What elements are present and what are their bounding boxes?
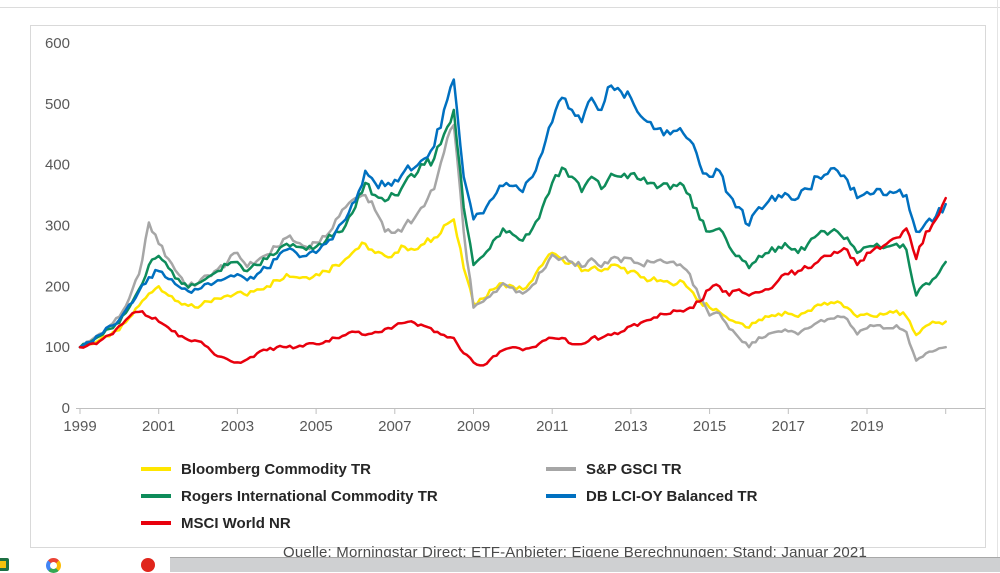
series-line-3 [78, 78, 947, 349]
legend-swatch [141, 521, 171, 525]
x-axis-label: 2007 [378, 418, 411, 435]
taskbar-icon-area [0, 556, 170, 573]
red-app-icon[interactable] [141, 558, 155, 572]
legend-swatch [141, 467, 171, 471]
legend-swatch [546, 494, 576, 498]
series-line-4 [78, 196, 947, 367]
series-line-2 [78, 108, 947, 349]
x-axis-label: 2013 [614, 418, 647, 435]
x-axis-label: 2017 [772, 418, 805, 435]
y-axis-label: 0 [62, 400, 70, 417]
series-line-0 [78, 218, 947, 349]
x-axis-label: 2019 [850, 418, 883, 435]
x-axis-label: 2001 [142, 418, 175, 435]
legend-item: Bloomberg Commodity TR [141, 459, 546, 479]
series-line-1 [78, 123, 947, 362]
y-axis-label: 100 [45, 339, 70, 356]
window-right-edge [997, 0, 998, 572]
chart-container [30, 25, 986, 548]
excel-icon[interactable] [0, 558, 9, 571]
legend-swatch [141, 494, 171, 498]
legend-label: Bloomberg Commodity TR [181, 460, 371, 478]
y-axis-label: 200 [45, 278, 70, 295]
chart-legend: Bloomberg Commodity TR S&P GSCI TR Rogers … [141, 459, 757, 533]
y-axis-label: 500 [45, 96, 70, 113]
legend-label: DB LCI-OY Balanced TR [586, 487, 758, 505]
top-divider [0, 7, 1000, 8]
google-icon[interactable] [46, 558, 61, 573]
x-axis-label: 2011 [536, 418, 568, 435]
x-axis-label: 1999 [63, 418, 96, 435]
x-axis-label: 2009 [457, 418, 490, 435]
taskbar-strip[interactable] [170, 557, 1000, 572]
x-axis-label: 2005 [299, 418, 332, 435]
legend-item: MSCI World NR [141, 513, 546, 533]
legend-swatch [546, 467, 576, 471]
legend-item: S&P GSCI TR [546, 459, 757, 479]
source-note: Quelle: Morningstar Direct; ETF-Anbieter… [283, 544, 868, 561]
legend-label: S&P GSCI TR [586, 460, 682, 478]
legend-label: MSCI World NR [181, 514, 291, 532]
legend-label: Rogers International Commodity TR [181, 487, 438, 505]
x-axis-label: 2003 [221, 418, 254, 435]
chart-svg: 1999 2001 2003 2005 2007 2009 2011 2013 2015 2017… [45, 35, 985, 435]
legend-item: DB LCI-OY Balanced TR [546, 486, 757, 506]
y-axis-label: 400 [45, 157, 70, 174]
y-axis-label: 600 [45, 35, 70, 52]
y-axis-label: 300 [45, 218, 70, 235]
legend-item: Rogers International Commodity TR [141, 486, 546, 506]
google-icon-center [50, 562, 57, 569]
x-axis-label: 2015 [693, 418, 726, 435]
